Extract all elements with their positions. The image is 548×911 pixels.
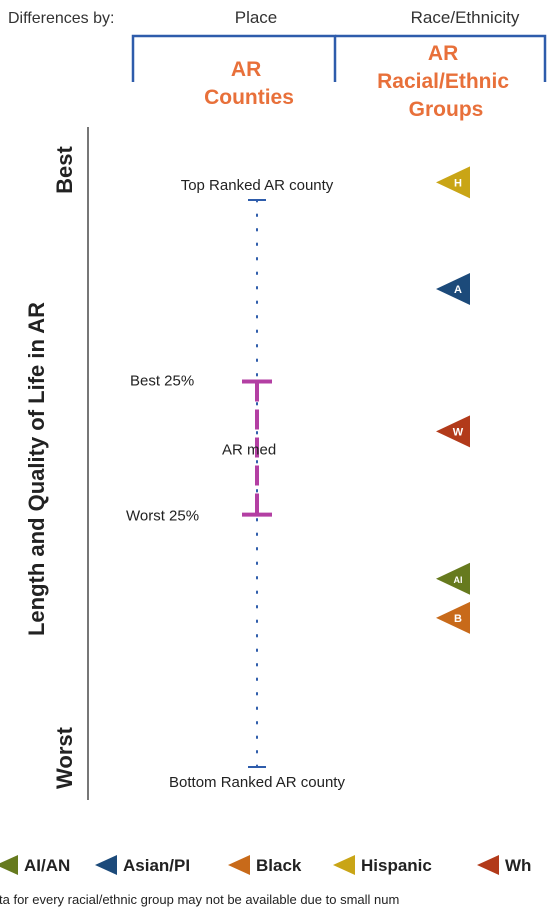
legend-swatch-ai <box>0 855 18 875</box>
y-axis-title: Length and Quality of Life in AR <box>24 302 49 636</box>
place-header: Place <box>235 8 278 27</box>
county-range <box>242 199 272 768</box>
legend-label-a: Asian/PI <box>123 856 190 875</box>
top-ranked-label: Top Ranked AR county <box>181 177 334 194</box>
race-title-line-1: AR <box>428 42 458 65</box>
race-column-title: AR Racial/Ethnic Groups <box>377 42 515 121</box>
group-marker-label-h: H <box>454 177 462 189</box>
legend: AI/AN Asian/PI Black Hispanic Wh <box>0 855 531 875</box>
legend-swatch-h <box>333 855 355 875</box>
group-marker-label-ai: AI <box>454 575 463 585</box>
place-column-title: AR Counties <box>204 58 294 109</box>
group-marker-a <box>436 273 470 306</box>
median-label: AR med <box>222 441 276 458</box>
legend-label-w: Wh <box>505 856 531 875</box>
axis-worst-label: Worst <box>52 726 77 789</box>
worst-25-label: Worst 25% <box>126 508 199 525</box>
group-marker-label-a: A <box>454 284 462 296</box>
group-marker-ai <box>436 562 470 595</box>
header-bracket <box>131 34 547 82</box>
group-marker-b <box>436 601 470 634</box>
legend-swatch-a <box>95 855 117 875</box>
legend-swatch-w <box>477 855 499 875</box>
legend-label-b: Black <box>256 856 302 875</box>
differences-by-label: Differences by: <box>8 10 114 27</box>
group-marker-label-w: W <box>453 426 464 438</box>
legend-label-ai: AI/AN <box>24 856 70 875</box>
group-marker-h <box>436 166 470 199</box>
race-bracket-line <box>335 34 547 82</box>
group-marker-label-b: B <box>454 613 462 625</box>
place-title-line-1: AR <box>231 58 261 81</box>
legend-swatch-b <box>228 855 250 875</box>
group-markers: H A W AI B <box>436 166 470 634</box>
place-bracket-line <box>131 34 337 82</box>
bottom-ranked-label: Bottom Ranked AR county <box>169 774 345 791</box>
group-marker-w <box>436 415 470 448</box>
place-title-line-2: Counties <box>204 86 294 109</box>
legend-label-h: Hispanic <box>361 856 432 875</box>
axis-best-label: Best <box>52 145 77 193</box>
best-25-label: Best 25% <box>130 372 194 389</box>
race-title-line-2: Racial/Ethnic <box>377 70 509 93</box>
race-ethnicity-header: Race/Ethnicity <box>411 8 520 27</box>
race-title-line-3: Groups <box>409 98 484 121</box>
footnote: ta for every racial/ethnic group may not… <box>0 892 399 907</box>
